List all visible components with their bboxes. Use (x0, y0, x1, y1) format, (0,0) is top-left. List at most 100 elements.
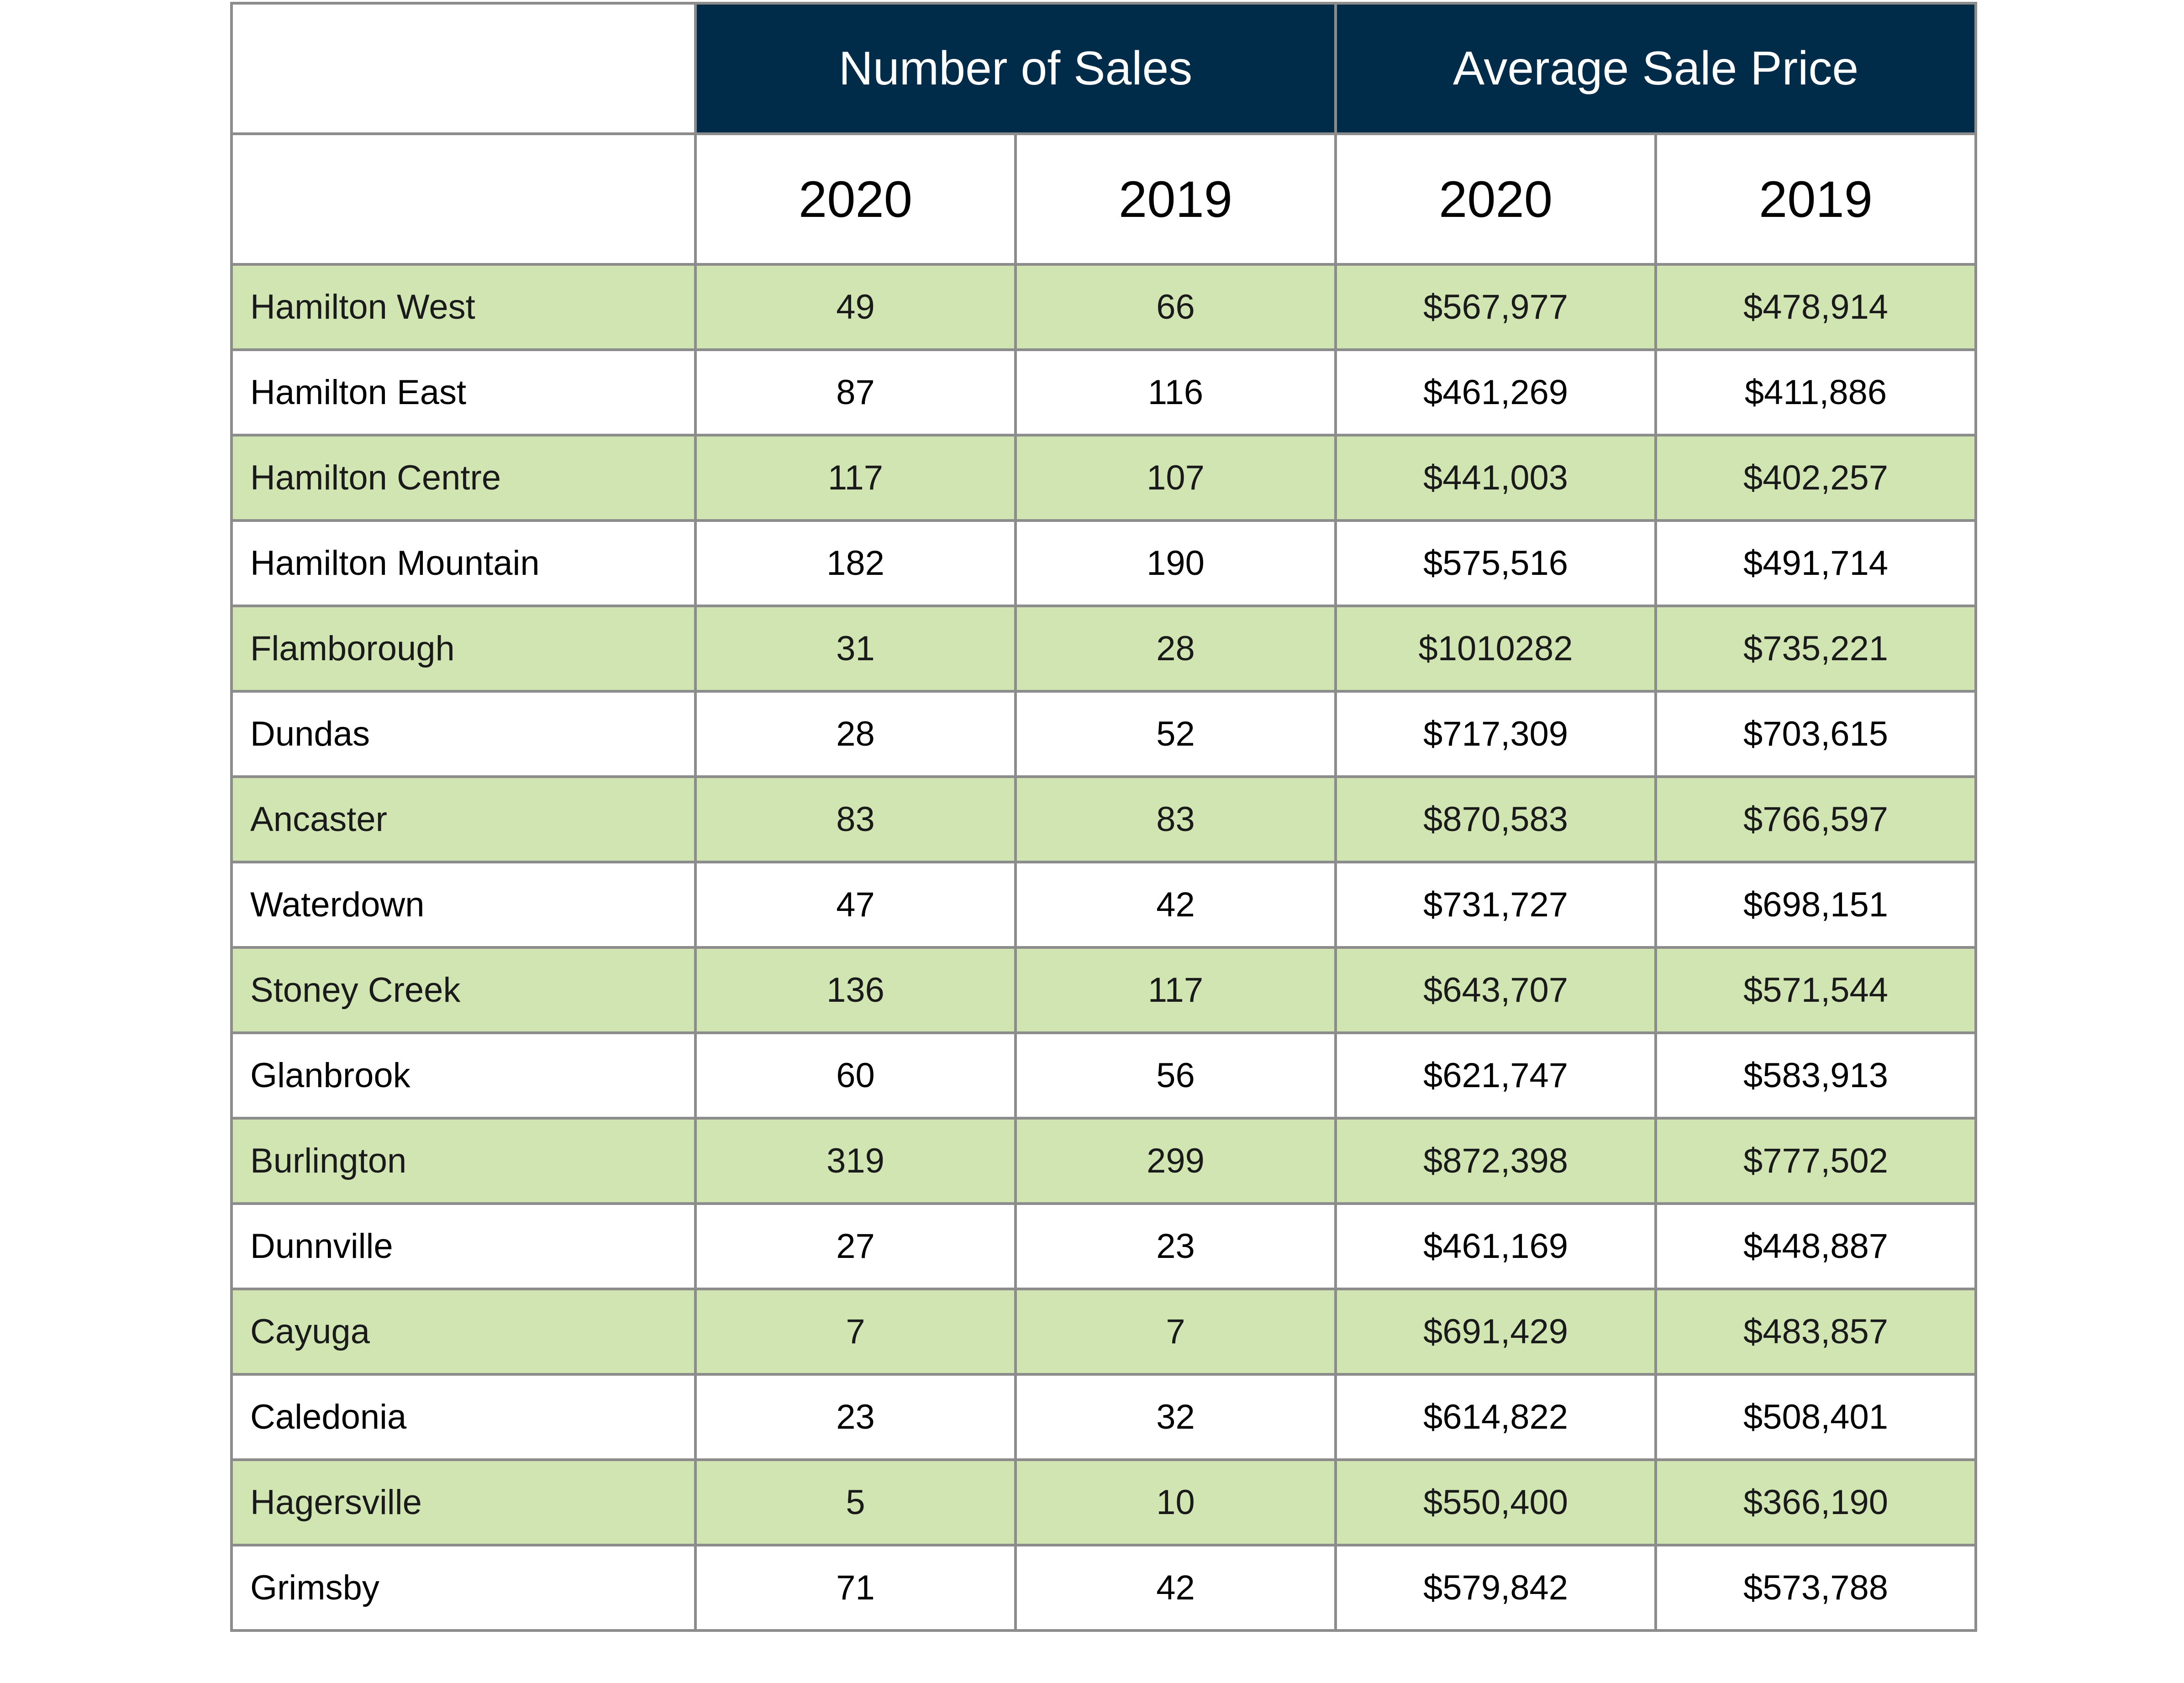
sales-2020-cell: 7 (694, 1288, 1017, 1376)
price-2019-cell: $766,597 (1654, 775, 1978, 863)
corner-cell (230, 2, 697, 135)
year-header-row: 2020 2019 2020 2019 (230, 132, 1978, 266)
price-2019-cell: $483,857 (1654, 1288, 1978, 1376)
price-2020-header: 2020 (1334, 132, 1658, 266)
sales-2019-cell: 42 (1014, 1544, 1337, 1632)
average-sale-price-header: Average Sale Price (1334, 2, 1978, 135)
area-cell: Caledonia (230, 1373, 697, 1461)
area-cell: Hagersville (230, 1458, 697, 1546)
sales-2020-cell: 31 (694, 605, 1017, 693)
area-cell: Grimsby (230, 1544, 697, 1632)
sales-2019-cell: 23 (1014, 1202, 1337, 1290)
price-2020-cell: $575,516 (1334, 519, 1658, 607)
sales-2019-cell: 66 (1014, 263, 1337, 351)
price-2019-header: 2019 (1654, 132, 1978, 266)
sales-2020-cell: 83 (694, 775, 1017, 863)
price-2019-cell: $735,221 (1654, 605, 1978, 693)
sales-2019-cell: 83 (1014, 775, 1337, 863)
area-cell: Burlington (230, 1117, 697, 1205)
sales-2020-cell: 136 (694, 946, 1017, 1034)
sales-2020-cell: 117 (694, 434, 1017, 522)
number-of-sales-header: Number of Sales (694, 2, 1337, 135)
price-2019-cell: $478,914 (1654, 263, 1978, 351)
group-header-row: Number of Sales Average Sale Price (230, 2, 1978, 135)
table-row: Hamilton West 49 66 $567,977 $478,914 (230, 263, 1978, 351)
area-cell: Flamborough (230, 605, 697, 693)
price-2020-cell: $567,977 (1334, 263, 1658, 351)
sales-2020-cell: 23 (694, 1373, 1017, 1461)
area-cell: Cayuga (230, 1288, 697, 1376)
table-row: Hagersville 5 10 $550,400 $366,190 (230, 1458, 1978, 1546)
sales-2020-cell: 182 (694, 519, 1017, 607)
price-2019-cell: $491,714 (1654, 519, 1978, 607)
table-row: Hamilton Centre 117 107 $441,003 $402,257 (230, 434, 1978, 522)
price-2020-cell: $872,398 (1334, 1117, 1658, 1205)
price-2019-cell: $571,544 (1654, 946, 1978, 1034)
price-2019-cell: $508,401 (1654, 1373, 1978, 1461)
price-2019-cell: $777,502 (1654, 1117, 1978, 1205)
sales-2019-cell: 32 (1014, 1373, 1337, 1461)
area-cell: Glanbrook (230, 1031, 697, 1120)
price-2020-cell: $717,309 (1334, 690, 1658, 778)
sales-2019-cell: 56 (1014, 1031, 1337, 1120)
sales-2020-cell: 49 (694, 263, 1017, 351)
sales-2019-cell: 28 (1014, 605, 1337, 693)
price-2020-cell: $614,822 (1334, 1373, 1658, 1461)
table-row: Caledonia 23 32 $614,822 $508,401 (230, 1373, 1978, 1461)
sales-2019-cell: 10 (1014, 1458, 1337, 1546)
price-2020-cell: $579,842 (1334, 1544, 1658, 1632)
price-2020-cell: $691,429 (1334, 1288, 1658, 1376)
sales-2019-cell: 52 (1014, 690, 1337, 778)
sales-2020-cell: 28 (694, 690, 1017, 778)
area-cell: Waterdown (230, 861, 697, 949)
sales-2020-cell: 47 (694, 861, 1017, 949)
area-cell: Hamilton West (230, 263, 697, 351)
table-row: Hamilton Mountain 182 190 $575,516 $491,714 (230, 519, 1978, 607)
price-2020-cell: $731,727 (1334, 861, 1658, 949)
price-2019-cell: $402,257 (1654, 434, 1978, 522)
table-row: Burlington 319 299 $872,398 $777,502 (230, 1117, 1978, 1205)
sales-2020-cell: 5 (694, 1458, 1017, 1546)
price-2019-cell: $583,913 (1654, 1031, 1978, 1120)
price-2020-cell: $461,169 (1334, 1202, 1658, 1290)
sales-table: Number of Sales Average Sale Price 2020 … (230, 2, 1978, 1632)
table-row: Flamborough 31 28 $1010282 $735,221 (230, 605, 1978, 693)
sales-2019-cell: 107 (1014, 434, 1337, 522)
table-body: Hamilton West 49 66 $567,977 $478,914 Hamilto… (230, 263, 1978, 1632)
table-row: Dunnville 27 23 $461,169 $448,887 (230, 1202, 1978, 1290)
area-cell: Dunnville (230, 1202, 697, 1290)
area-cell: Hamilton Centre (230, 434, 697, 522)
table-row: Waterdown 47 42 $731,727 $698,151 (230, 861, 1978, 949)
sales-2020-cell: 71 (694, 1544, 1017, 1632)
sales-2019-header: 2019 (1014, 132, 1337, 266)
sales-2019-cell: 190 (1014, 519, 1337, 607)
sales-2019-cell: 42 (1014, 861, 1337, 949)
price-2020-cell: $643,707 (1334, 946, 1658, 1034)
price-2019-cell: $573,788 (1654, 1544, 1978, 1632)
price-2019-cell: $411,886 (1654, 348, 1978, 437)
sales-2020-cell: 60 (694, 1031, 1017, 1120)
table-row: Grimsby 71 42 $579,842 $573,788 (230, 1544, 1978, 1632)
area-cell: Hamilton East (230, 348, 697, 437)
table-row: Cayuga 7 7 $691,429 $483,857 (230, 1288, 1978, 1376)
area-cell: Stoney Creek (230, 946, 697, 1034)
price-2020-cell: $870,583 (1334, 775, 1658, 863)
sales-2020-header: 2020 (694, 132, 1017, 266)
table-row: Glanbrook 60 56 $621,747 $583,913 (230, 1031, 1978, 1120)
price-2020-cell: $461,269 (1334, 348, 1658, 437)
table-row: Ancaster 83 83 $870,583 $766,597 (230, 775, 1978, 863)
area-cell: Hamilton Mountain (230, 519, 697, 607)
area-cell: Dundas (230, 690, 697, 778)
price-2020-cell: $621,747 (1334, 1031, 1658, 1120)
table-row: Hamilton East 87 116 $461,269 $411,886 (230, 348, 1978, 437)
sales-2020-cell: 27 (694, 1202, 1017, 1290)
area-cell: Ancaster (230, 775, 697, 863)
sales-2019-cell: 7 (1014, 1288, 1337, 1376)
sales-2020-cell: 319 (694, 1117, 1017, 1205)
price-2020-cell: $550,400 (1334, 1458, 1658, 1546)
price-2020-cell: $1010282 (1334, 605, 1658, 693)
price-2019-cell: $448,887 (1654, 1202, 1978, 1290)
price-2019-cell: $698,151 (1654, 861, 1978, 949)
price-2020-cell: $441,003 (1334, 434, 1658, 522)
sales-2019-cell: 299 (1014, 1117, 1337, 1205)
